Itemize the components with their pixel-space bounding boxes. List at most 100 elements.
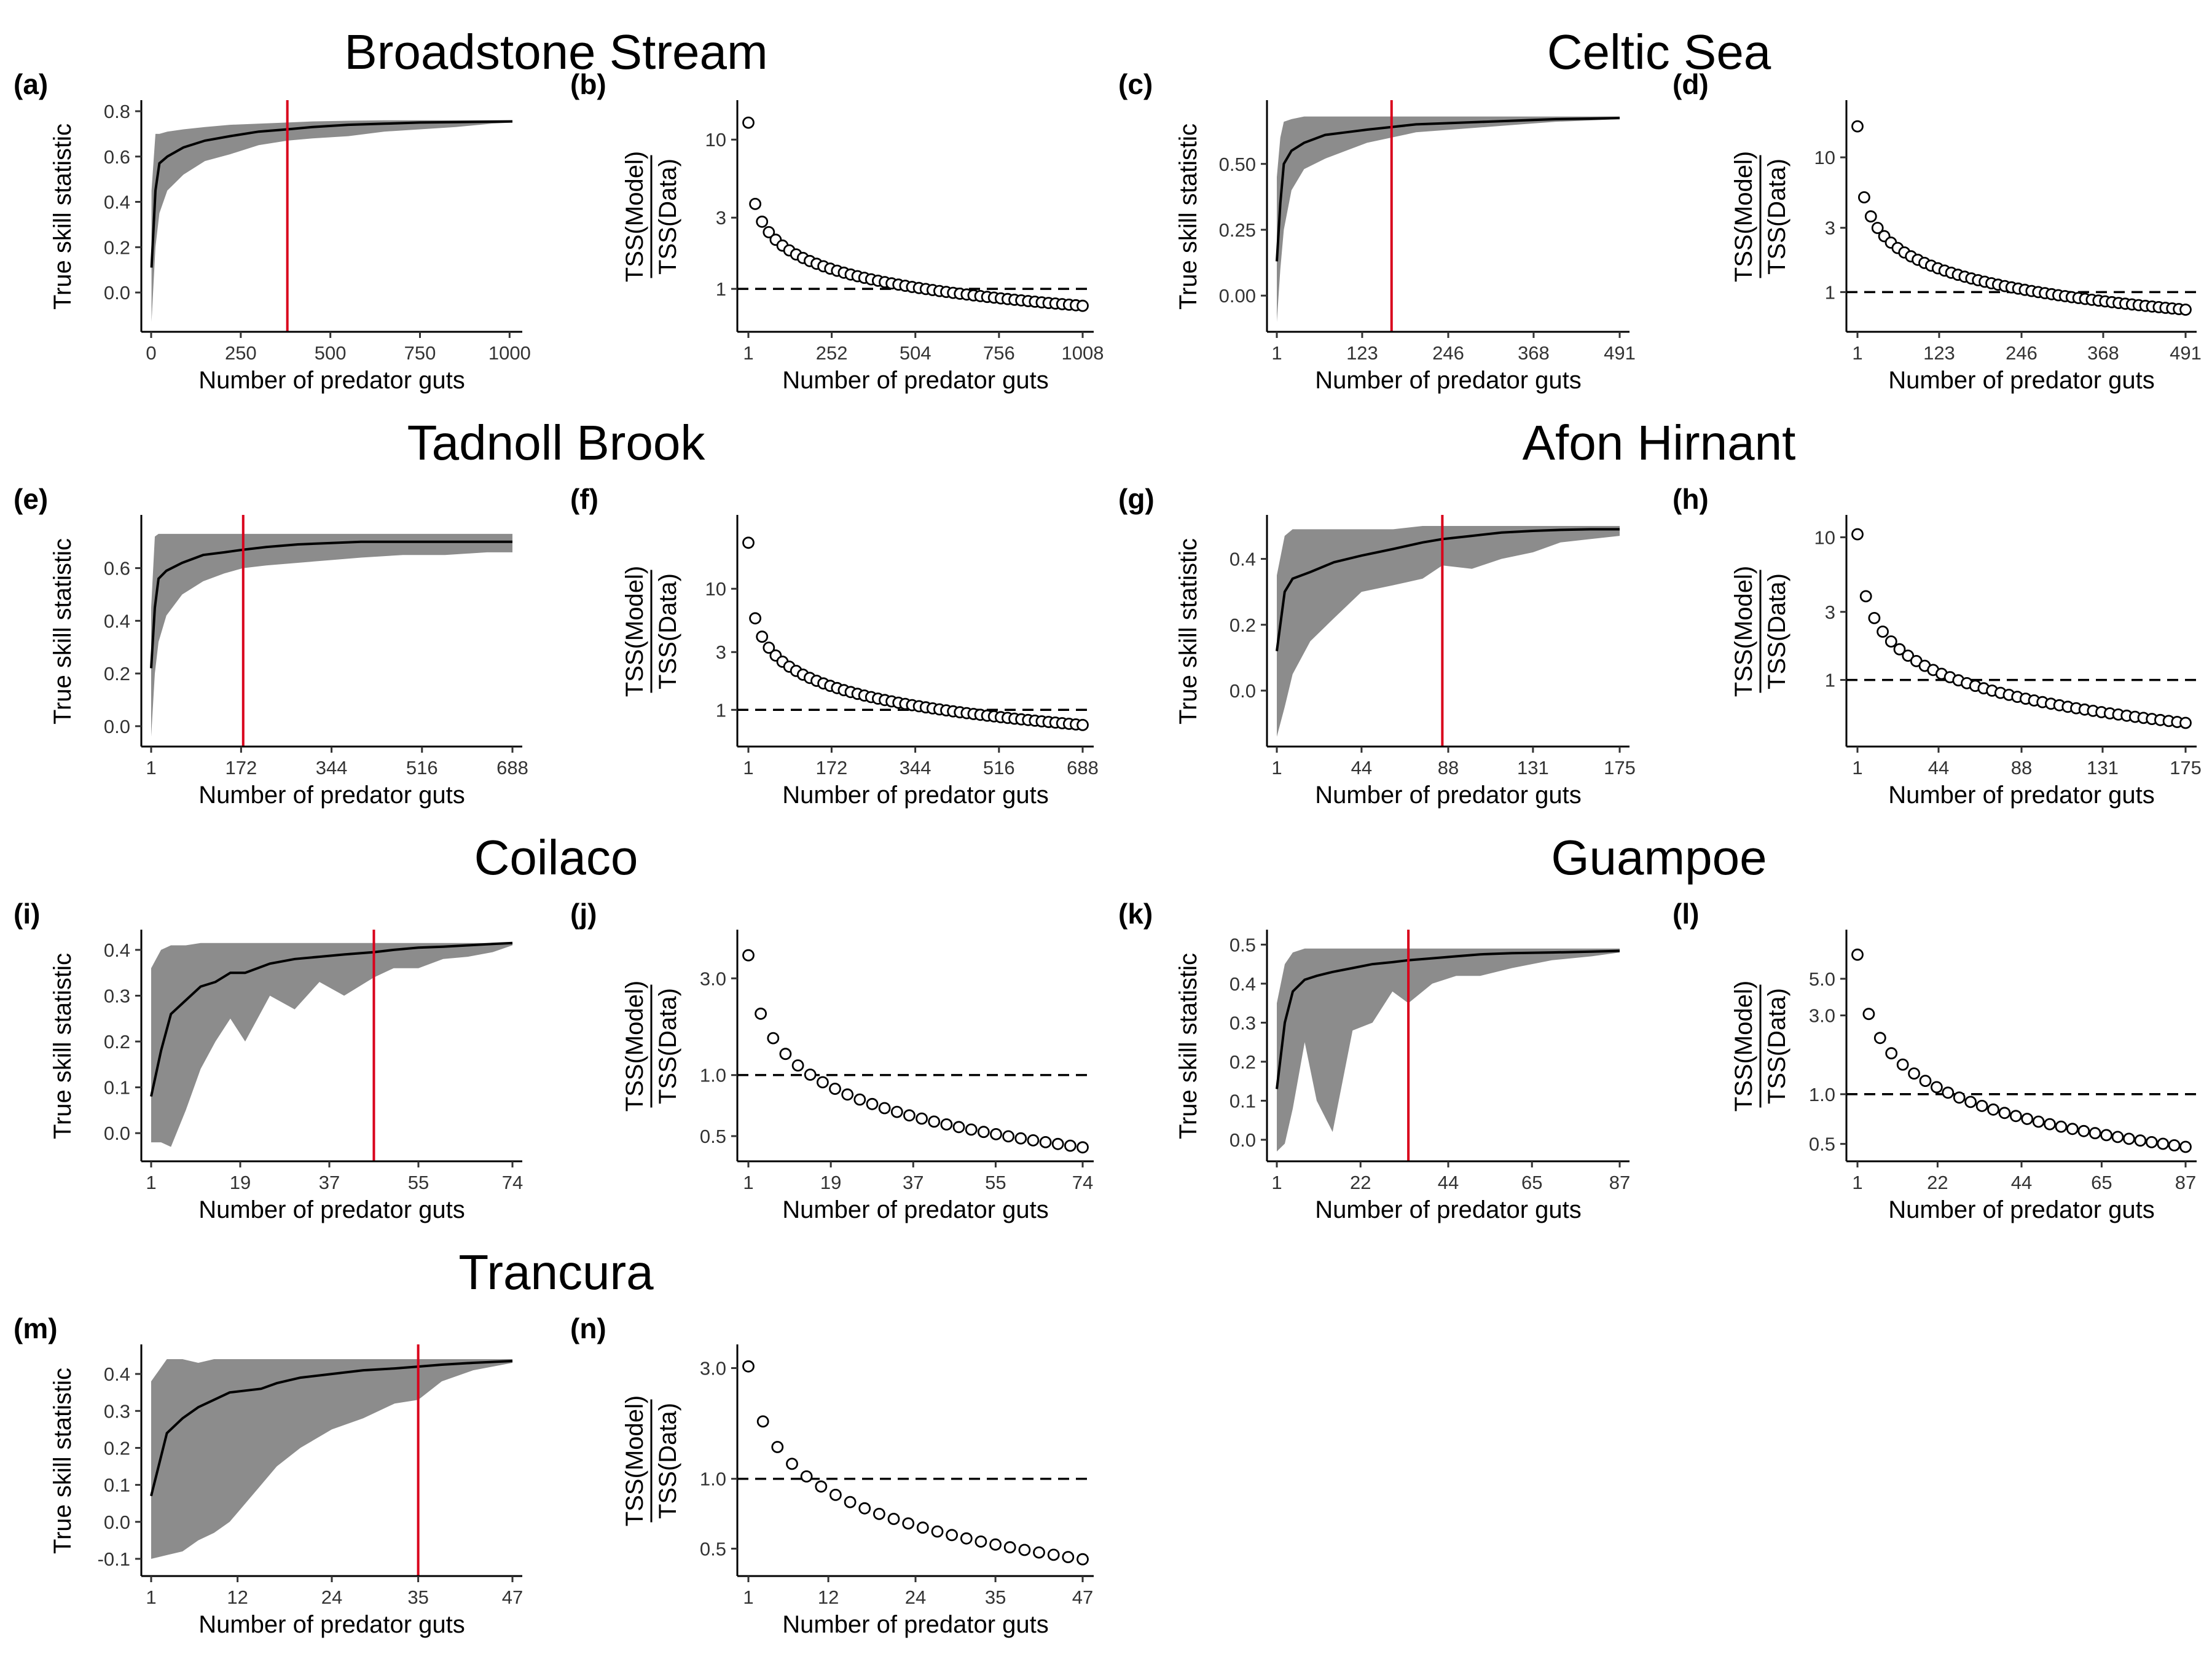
ratio-point — [990, 1128, 1002, 1140]
ratio-point — [1062, 1551, 1075, 1564]
y-tick-label: 0.4 — [1230, 973, 1256, 995]
ratio-point — [989, 1538, 1002, 1551]
ratio-point — [887, 1513, 900, 1525]
x-tick-label: 491 — [1604, 342, 1636, 364]
x-axis-title: Number of predator guts — [782, 367, 1049, 394]
x-tick-label: 1 — [743, 1586, 753, 1608]
y-axis-title-denominator: TSS(Data) — [654, 1403, 681, 1519]
confidence-ribbon — [151, 533, 512, 737]
x-tick-label: 756 — [983, 342, 1015, 364]
y-tick-label: 0.4 — [104, 610, 130, 632]
x-tick-label: 37 — [903, 1172, 924, 1193]
ratio-point — [1902, 649, 1915, 662]
ratio-point — [1047, 1548, 1060, 1561]
y-axis-title: True skill statistic — [1175, 124, 1202, 310]
y-tick-label: 0.4 — [1230, 549, 1256, 570]
ratio-point — [2111, 1131, 2124, 1143]
ratio-point — [2122, 1132, 2135, 1145]
confidence-ribbon — [1277, 526, 1620, 737]
y-tick-label: 0.2 — [104, 237, 130, 258]
ratio-panel-0: (b) 1 252 504 756 1008 1 3 10 Number of predator … — [570, 68, 1104, 394]
ratio-point — [829, 1083, 841, 1095]
ratio-point — [2168, 1139, 2181, 1151]
ratio-point — [2044, 1118, 2056, 1131]
x-tick-label: 55 — [408, 1172, 429, 1193]
ratio-point — [1033, 1546, 1045, 1559]
x-tick-label: 19 — [230, 1172, 251, 1193]
y-tick-label: -0.1 — [98, 1548, 130, 1570]
y-tick-label: 0.2 — [104, 663, 130, 684]
ratio-point — [1077, 299, 1089, 312]
x-tick-label: 22 — [1927, 1172, 1948, 1193]
tss-panel-3: (g) 1 44 88 131 175 0.0 0.2 0.4 Number of predato… — [1118, 483, 1636, 809]
y-axis-title: True skill statistic — [49, 1368, 76, 1554]
ratio-point — [1851, 528, 1864, 541]
ratio-point — [817, 1076, 829, 1089]
x-tick-label: 55 — [985, 1172, 1006, 1193]
ratio-point — [975, 1535, 987, 1548]
ratio-point — [742, 116, 755, 129]
y-tick-label: 0.8 — [104, 101, 130, 122]
y-axis-title: True skill statistic — [1175, 953, 1202, 1139]
mean-tss-line — [150, 941, 513, 1097]
x-tick-label: 35 — [407, 1586, 428, 1608]
x-tick-label: 172 — [225, 757, 257, 779]
ratio-point — [977, 1126, 990, 1139]
y-tick-label: 1 — [716, 278, 726, 300]
ratio-point — [1027, 1134, 1040, 1147]
mean-tss-line — [1276, 528, 1620, 651]
mean-tss-line — [150, 120, 513, 268]
x-tick-label: 65 — [2091, 1172, 2112, 1193]
y-tick-label: 0.4 — [104, 939, 130, 961]
ratio-panel-6: (n) 1 12 24 35 47 0.5 1.0 3.0 Number of predator … — [570, 1312, 1094, 1638]
ratio-point — [1862, 1008, 1875, 1021]
ratio-point — [1077, 719, 1089, 731]
y-tick-label: 0.4 — [104, 192, 130, 213]
x-tick-label: 516 — [983, 757, 1015, 779]
ratio-point — [2134, 1134, 2147, 1147]
x-tick-label: 1 — [1271, 1172, 1282, 1193]
ratio-point — [2088, 1127, 2101, 1140]
ratio-point — [742, 1360, 755, 1373]
ratio-point — [853, 1093, 866, 1106]
ratio-point — [1877, 626, 1889, 638]
panel-tag: (d) — [1673, 68, 1709, 100]
panel-tag: (g) — [1118, 483, 1155, 515]
ratio-point — [2055, 1120, 2068, 1133]
confidence-ribbon — [151, 943, 512, 1147]
ratio-point — [2077, 1124, 2090, 1137]
panel-tag: (f) — [570, 483, 598, 515]
x-tick-label: 88 — [1438, 757, 1459, 779]
x-axis-title: Number of predator guts — [782, 782, 1049, 809]
y-tick-label: 10 — [705, 578, 726, 600]
x-axis-title: Number of predator guts — [198, 1196, 465, 1223]
ratio-point — [965, 1123, 978, 1136]
y-axis-title-numerator: TSS(Model) — [621, 151, 648, 282]
y-tick-label: 0.2 — [1230, 614, 1256, 636]
x-tick-label: 504 — [900, 342, 931, 364]
ratio-point — [1077, 1553, 1089, 1566]
y-axis-title-fraction: TSS(Model) TSS(Data) — [621, 566, 681, 697]
x-tick-label: 1 — [1852, 757, 1862, 779]
ratio-point — [2009, 1110, 2022, 1123]
confidence-ribbon — [1277, 948, 1620, 1151]
ratio-point — [2021, 1113, 2034, 1125]
ratio-point — [767, 1032, 780, 1045]
ratio-point — [1873, 1032, 1886, 1045]
x-tick-label: 344 — [316, 757, 348, 779]
y-axis-title-denominator: TSS(Data) — [654, 573, 681, 689]
ratio-point — [1039, 1136, 1052, 1148]
y-axis-title-fraction: TSS(Model) TSS(Data) — [1730, 151, 1790, 282]
ratio-point — [742, 949, 755, 962]
x-tick-label: 131 — [1517, 757, 1549, 779]
site-title: Guampoe — [1551, 830, 1767, 885]
ratio-point — [763, 226, 775, 238]
panel-tag: (b) — [570, 68, 606, 100]
site-title: Celtic Sea — [1547, 25, 1771, 79]
y-tick-label: 1.0 — [700, 1469, 726, 1490]
ratio-panel-5: (l) 1 22 44 65 87 0.5 1.0 3.0 5.0 Number of predat… — [1673, 898, 2197, 1223]
ratio-point — [742, 536, 755, 549]
x-tick-label: 1 — [743, 757, 753, 779]
x-axis-title: Number of predator guts — [198, 1611, 465, 1638]
ratio-point — [1003, 1541, 1016, 1554]
